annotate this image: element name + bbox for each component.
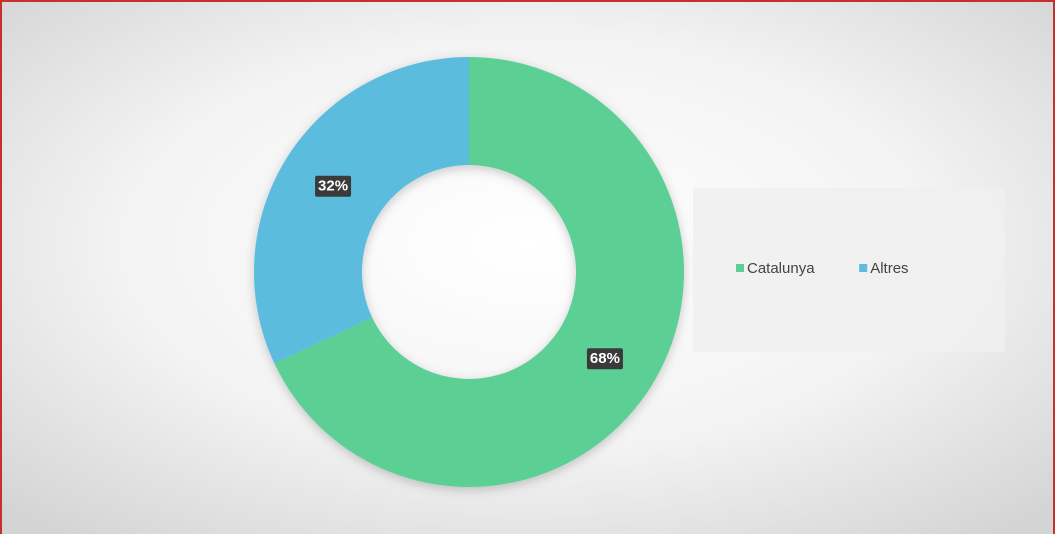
legend-label: Altres xyxy=(870,260,908,277)
data-label: 32% xyxy=(318,178,348,195)
donut xyxy=(253,57,684,487)
data-label-box xyxy=(586,348,623,370)
legend-swatch xyxy=(736,264,744,272)
donut-slice xyxy=(253,57,469,364)
donut-slice xyxy=(274,57,684,487)
data-label: 68% xyxy=(590,350,620,367)
legend-label: Catalunya xyxy=(747,260,815,277)
data-label-box xyxy=(315,175,352,197)
legend-box xyxy=(693,188,1005,352)
legend-swatch xyxy=(859,264,868,272)
